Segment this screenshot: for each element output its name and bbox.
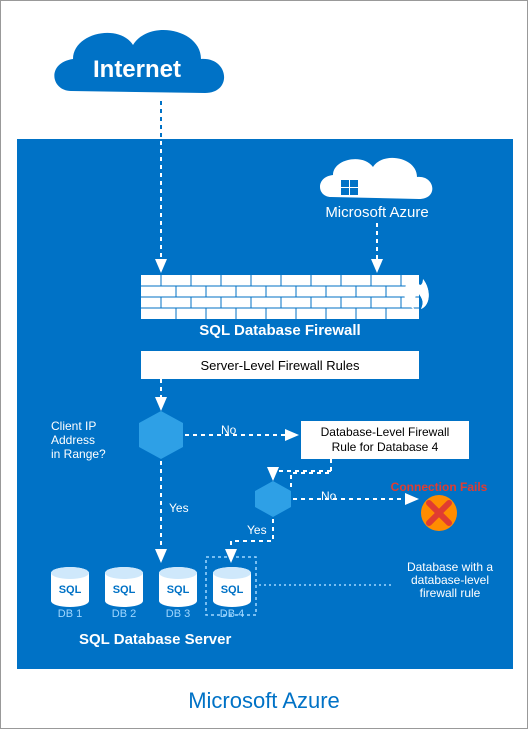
internet-label: Internet [93, 56, 181, 83]
db-rules-l1: Database-Level Firewall [321, 425, 450, 439]
svg-text:SQL: SQL [113, 584, 136, 596]
decision-client-ip [139, 411, 183, 459]
cloud-azure-icon: Microsoft Azure [320, 158, 432, 221]
no2-label: No [321, 489, 336, 503]
db-db2: SQL DB 2 [105, 567, 143, 620]
svg-text:SQL: SQL [221, 584, 244, 596]
decision-db-level [255, 481, 291, 517]
firewall-icon: SQL Database Firewall [141, 275, 429, 339]
server-label: SQL Database Server [79, 631, 231, 648]
server-rules-label: Server-Level Firewall Rules [201, 358, 360, 373]
db-db4: SQL DB 4 [213, 567, 251, 620]
svg-text:DB 1: DB 1 [58, 608, 82, 620]
decision1-label: Client IP Address in Range? [51, 419, 106, 461]
decision1-l1: Client IP [51, 419, 106, 433]
fail-label: Connection Fails [391, 480, 488, 494]
db-db1: SQL DB 1 [51, 567, 89, 620]
diagram-frame: Internet Microsoft Azure [0, 0, 528, 729]
diagram-svg: Internet Microsoft Azure [1, 1, 528, 730]
db-rules-l2: Rule for Database 4 [332, 440, 439, 454]
decision1-l2: Address [51, 433, 106, 447]
decision1-l3: in Range? [51, 447, 106, 461]
svg-text:DB 4: DB 4 [220, 608, 244, 620]
db-db3: SQL DB 3 [159, 567, 197, 620]
svg-text:DB 2: DB 2 [112, 608, 136, 620]
azure-logo-label: Microsoft Azure [325, 204, 428, 221]
note-label: Database with a database-level firewall … [395, 561, 505, 600]
arrow-dbrules-d2a [291, 459, 331, 491]
db-rules-box: Database-Level Firewall Rule for Databas… [301, 421, 469, 459]
svg-text:SQL: SQL [59, 584, 82, 596]
cloud-internet-icon: Internet [54, 30, 224, 93]
yes2-label: Yes [247, 523, 267, 537]
db-row: SQL DB 1 SQL DB 2 SQL DB 3 SQL DB 4 [51, 567, 251, 620]
footer-label: Microsoft Azure [1, 674, 527, 728]
firewall-label: SQL Database Firewall [199, 322, 360, 339]
svg-text:DB 3: DB 3 [166, 608, 190, 620]
note-l3: firewall rule [395, 587, 505, 600]
no1-label: No [221, 423, 236, 437]
server-rules-box: Server-Level Firewall Rules [141, 351, 419, 379]
svg-text:SQL: SQL [167, 584, 190, 596]
yes1-label: Yes [169, 501, 189, 515]
fail-icon: Connection Fails [391, 480, 488, 531]
